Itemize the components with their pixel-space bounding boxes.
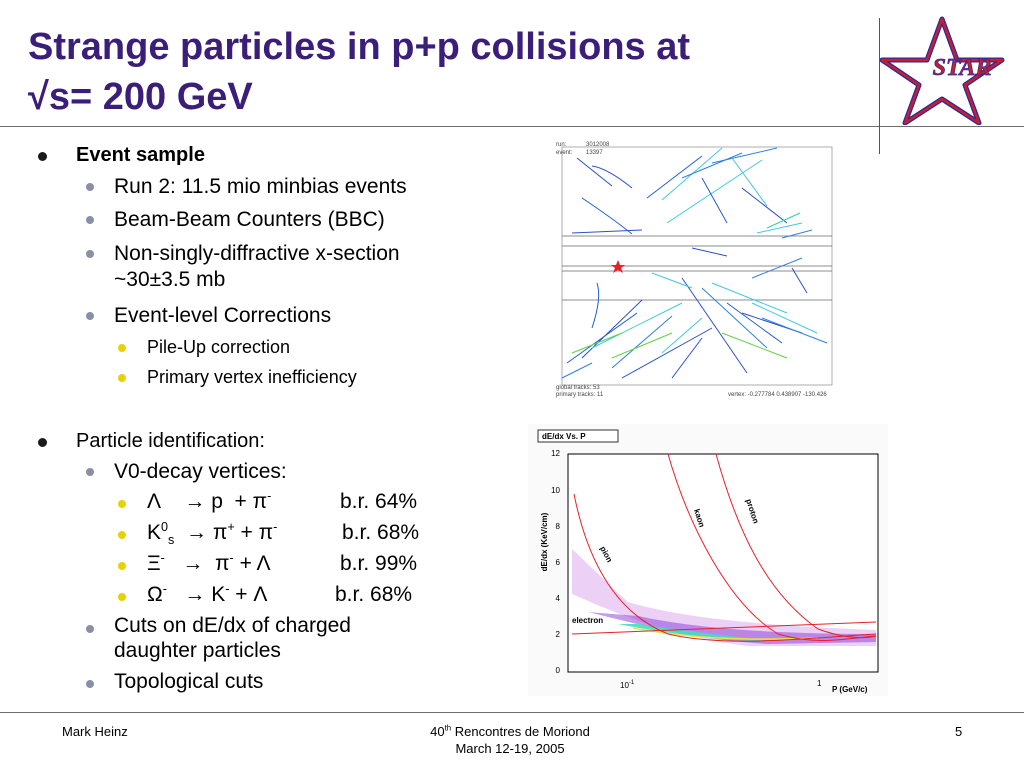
particle-id-heading: Particle identification: [76, 430, 265, 452]
event-sample-heading: Event sample [76, 144, 205, 166]
bullet-dot [38, 152, 47, 161]
bullet-topo: Topological cuts [114, 670, 264, 693]
bullet-dot [86, 680, 94, 688]
svg-text:run: 3012008: run: 3012008 [556, 142, 610, 148]
page-number: 5 [955, 724, 963, 739]
footer-dates: March 12-19, 2005 [455, 741, 565, 756]
slide-title: Strange particles in p+p collisions at √… [28, 22, 858, 122]
ytick-4: 4 [556, 594, 561, 603]
bullet-cuts-2: daughter particles [114, 639, 281, 662]
footer-divider [0, 712, 1024, 713]
bullet-dot [118, 531, 126, 539]
ytick-12: 12 [551, 449, 560, 458]
bullet-pileup: Pile-Up correction [147, 337, 291, 357]
bullet-v0: V0-decay vertices: [114, 460, 287, 483]
decay-lambda-br: b.r. 64% [340, 490, 418, 513]
star-logo-text: STAR [933, 55, 992, 81]
bullet-dot [118, 500, 126, 508]
event-display-figure: run: 3012008 event: 13397 global tracks:… [556, 142, 833, 398]
decay-omega-br: b.r. 68% [335, 583, 413, 606]
bullet-xsection-value: ~30±3.5 mb [114, 268, 226, 291]
svg-text:event: 13397: event: 13397 [556, 150, 603, 156]
logo-divider [879, 18, 880, 154]
dedx-plot: dE/dx Vs. P 12 10 8 6 4 2 0 10-1 1 P (Ge… [528, 424, 888, 696]
bullet-dot [86, 625, 94, 633]
global-tracks: global tracks: 53 [556, 385, 600, 391]
vertex-readout: vertex: -0.277784 0.438907 -130.426 [728, 392, 827, 398]
run-label: run: [556, 142, 567, 148]
ytick-6: 6 [556, 558, 561, 567]
bullet-run2: Run 2: 11.5 mio minbias events [114, 175, 407, 198]
bullet-dot [86, 468, 94, 476]
bullet-bbc: Beam-Beam Counters (BBC) [114, 208, 385, 231]
bullet-vertex-ineff: Primary vertex inefficiency [147, 367, 357, 387]
xtick-1: 1 [817, 679, 822, 688]
decay-k0s-br: b.r. 68% [342, 521, 420, 544]
title-line-1: Strange particles in p+p collisions at [28, 26, 691, 68]
decay-xi-br: b.r. 99% [340, 552, 418, 575]
ytick-10: 10 [551, 486, 560, 495]
bullet-corrections: Event-level Corrections [114, 304, 332, 327]
bullet-dot [86, 216, 94, 224]
y-axis-label: dE/dx (KeV/cm) [540, 512, 549, 571]
bullet-dot [86, 183, 94, 191]
band-label-electron: electron [572, 616, 603, 625]
bullet-dot [118, 374, 126, 382]
bullet-dot [118, 593, 126, 601]
plot-title: dE/dx Vs. P [542, 432, 586, 441]
event-value: 13397 [586, 150, 603, 156]
primary-tracks: primary tracks: 11 [556, 392, 604, 398]
bullet-dot [86, 312, 94, 320]
event-label: event: [556, 150, 573, 156]
decay-omega: Ω- → K- + Λ [147, 582, 268, 606]
xtick-01: 10-1 [620, 680, 635, 690]
title-divider [0, 126, 1024, 127]
bullet-cuts: Cuts on dE/dx of charged [114, 614, 351, 637]
bullet-xsection: Non-singly-diffractive x-section [114, 242, 400, 265]
bullet-dot [118, 344, 126, 352]
bullet-dot [38, 438, 47, 447]
footer-author: Mark Heinz [62, 724, 128, 739]
title-line-2: √s= 200 GeV [28, 76, 253, 118]
ytick-8: 8 [556, 522, 561, 531]
x-axis-label: P (GeV/c) [832, 685, 868, 694]
decay-xi: Ξ- → π- + Λ [147, 551, 271, 575]
bullet-dot [86, 250, 94, 258]
ytick-0: 0 [556, 666, 561, 675]
ytick-2: 2 [556, 630, 561, 639]
decay-lambda: Λ → p + π- [147, 489, 272, 513]
run-value: 3012008 [586, 142, 610, 148]
star-logo-icon: STAR [880, 16, 1005, 125]
footer-conference: 40th Rencontres de Moriond [430, 723, 590, 739]
bullet-dot [118, 562, 126, 570]
decay-k0s: K0s → π+ + π- [147, 520, 278, 548]
